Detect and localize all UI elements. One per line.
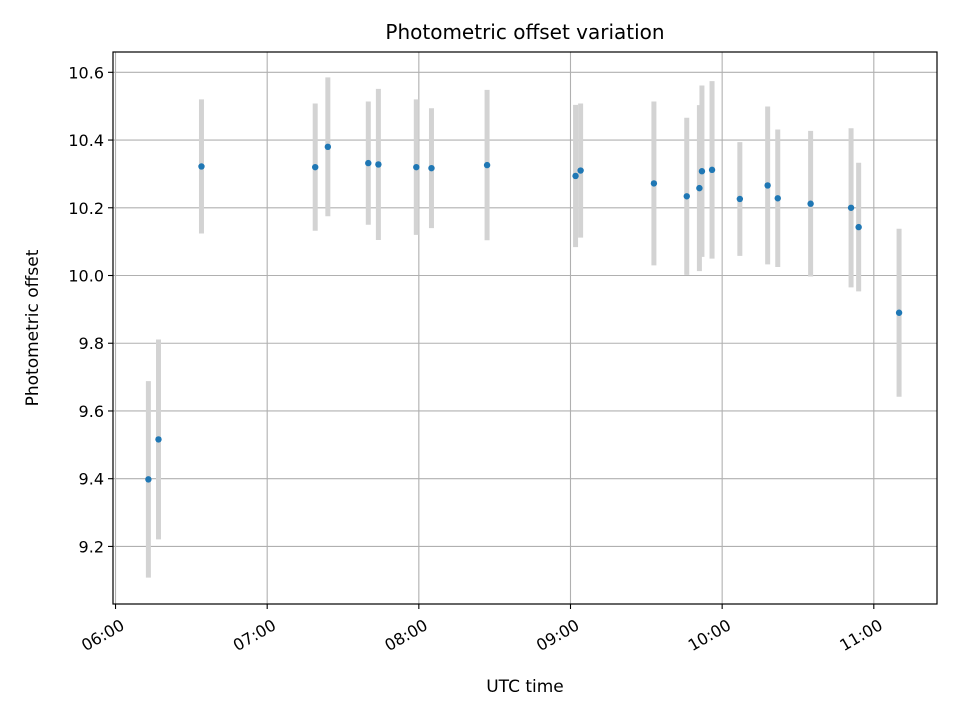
error-bars — [145, 77, 902, 578]
data-point — [847, 204, 855, 211]
data-point — [764, 182, 771, 189]
data-point — [696, 184, 703, 192]
data-point — [708, 166, 716, 174]
data-point — [324, 143, 332, 151]
data-point — [375, 161, 382, 168]
data-point — [698, 168, 706, 175]
data-point — [895, 309, 903, 316]
data-point — [577, 167, 584, 174]
y-axis-ticks: 9.2 9.4 9.6 9.8 10.0 10.2 10.4 10.6 — [68, 63, 113, 556]
y-tick-label: 10.6 — [68, 63, 104, 82]
data-point — [198, 163, 205, 170]
data-point — [312, 163, 319, 171]
data-point — [736, 195, 744, 203]
y-axis-title: Photometric offset — [23, 249, 43, 406]
data-point — [413, 163, 420, 171]
plot-frame — [112, 51, 938, 605]
data-point — [155, 436, 162, 443]
x-tick-label: 07:00 — [230, 615, 279, 655]
data-point — [683, 193, 690, 200]
data-point — [855, 223, 862, 231]
data-point — [774, 195, 781, 202]
data-point — [572, 172, 579, 180]
y-tick-label: 9.4 — [79, 470, 104, 489]
y-tick-label: 10.2 — [68, 199, 104, 218]
x-tick-label: 08:00 — [381, 615, 430, 655]
x-tick-label: 11:00 — [836, 615, 885, 655]
data-point — [365, 159, 372, 167]
data-point — [428, 164, 435, 172]
data-points — [145, 143, 903, 483]
x-tick-label: 09:00 — [533, 615, 582, 655]
y-tick-label: 9.8 — [79, 334, 104, 353]
x-tick-label: 06:00 — [78, 615, 127, 655]
y-tick-label: 9.2 — [79, 537, 104, 556]
y-tick-label: 10.0 — [68, 267, 104, 286]
data-point — [483, 161, 491, 169]
x-axis-ticks: 06:00 07:00 08:00 09:00 10:00 11:00 — [78, 604, 886, 655]
data-point — [807, 200, 814, 207]
x-axis-title: UTC time — [486, 677, 564, 697]
data-point — [145, 476, 152, 483]
x-tick-label: 10:00 — [685, 615, 734, 655]
grid — [113, 52, 937, 604]
y-tick-label: 10.4 — [68, 131, 104, 150]
data-point — [650, 180, 658, 187]
chart-title: Photometric offset variation — [385, 20, 664, 44]
y-tick-label: 9.6 — [79, 402, 104, 421]
